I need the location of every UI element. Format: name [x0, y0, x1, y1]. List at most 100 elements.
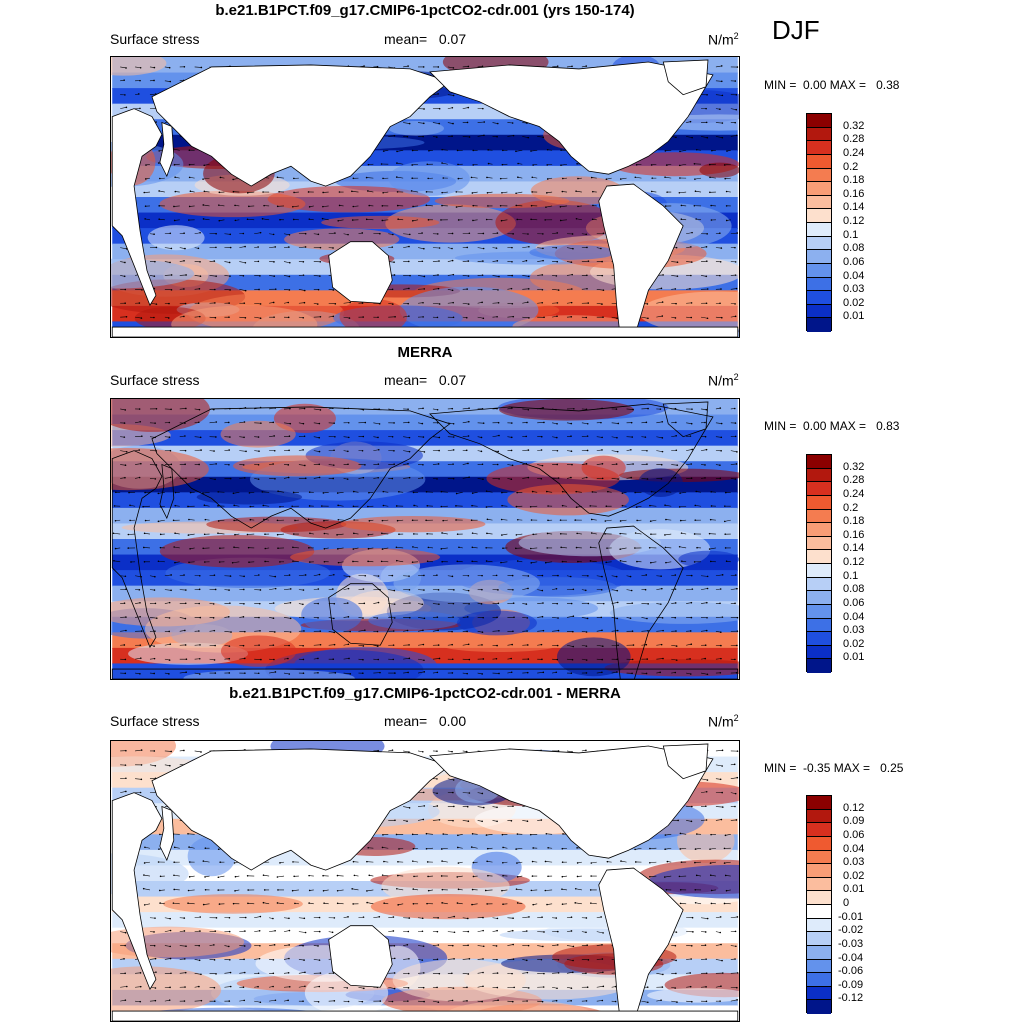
- colorbar-swatch: [807, 659, 831, 673]
- colorbar-swatch: [807, 550, 831, 564]
- colorbar-tick-label: -0.04: [838, 951, 864, 964]
- colorbar-swatch: [807, 618, 831, 633]
- colorbar-tick-label: 0.06: [843, 828, 865, 841]
- colorbar-swatch: [807, 263, 831, 278]
- season-label: DJF: [772, 15, 820, 45]
- max-label: MAX =: [833, 761, 871, 775]
- panel-1-minmax: MIN = 0.00 MAX = 0.38: [764, 78, 899, 92]
- panel-2-left-label: Surface stress: [110, 372, 200, 388]
- colorbar-swatch: [807, 986, 831, 1001]
- min-value: -0.35: [803, 761, 831, 775]
- panel-2-title: MERRA: [397, 344, 453, 361]
- colorbar-swatch: [807, 277, 831, 292]
- colorbar-swatch: [807, 973, 831, 987]
- panel-1-colorbar-ticks: 0.32 0.28 0.24 0.2 0.18 0.16 0.14 0.12 0.1 0.08 0.…: [838, 113, 898, 331]
- colorbar-swatch: [807, 823, 831, 837]
- colorbar-tick-label: 0.14: [843, 201, 865, 214]
- units-exponent: 2: [733, 713, 739, 723]
- colorbar-swatch: [807, 796, 831, 810]
- colorbar-swatch: [807, 291, 831, 305]
- colorbar-swatch: [807, 223, 831, 237]
- map-canvas: [111, 399, 739, 679]
- mean-label: mean=: [384, 713, 428, 729]
- colorbar-tick-label: 0.28: [843, 133, 865, 146]
- colorbar-swatch: [807, 918, 831, 933]
- colorbar-tick-label: 0.04: [843, 269, 865, 282]
- colorbar-swatch: [807, 1000, 831, 1014]
- colorbar-tick-label: 0.12: [843, 215, 865, 227]
- panel-2-colorbar-ticks: 0.32 0.28 0.24 0.2 0.18 0.16 0.14 0.12 0.1 0.08 0.…: [838, 454, 898, 672]
- colorbar-tick-label: 0.12: [843, 801, 865, 814]
- colorbar-swatch: [807, 536, 831, 551]
- panel-2-mean: mean= 0.07: [384, 372, 466, 388]
- units-exponent: 2: [733, 31, 739, 41]
- colorbar-swatch: [807, 591, 831, 605]
- colorbar-swatch: [807, 523, 831, 537]
- colorbar-tick-label: -0.06: [838, 965, 864, 978]
- colorbar-tick-label: 0.1: [843, 228, 859, 241]
- colorbar-swatch: [807, 905, 831, 919]
- max-label: MAX =: [829, 419, 867, 433]
- colorbar-swatch: [807, 850, 831, 865]
- panel-3-colorbar: [806, 795, 832, 1014]
- max-value: 0.38: [876, 78, 900, 92]
- panel-3-mean: mean= 0.00: [384, 713, 466, 729]
- colorbar-tick-label: 0.32: [843, 119, 865, 132]
- panel-3-units: N/m2: [708, 713, 739, 730]
- colorbar-tick-label: 0.06: [843, 255, 865, 268]
- colorbar-tick-label: 0.16: [843, 528, 865, 541]
- panel-1-mean: mean= 0.07: [384, 31, 466, 47]
- colorbar-tick-label: 0.03: [843, 856, 865, 869]
- colorbar-tick-label: 0.14: [843, 542, 865, 555]
- colorbar-tick-label: -0.03: [838, 937, 864, 950]
- colorbar-tick-label: 0.08: [843, 242, 865, 255]
- colorbar-swatch: [807, 891, 831, 905]
- panel-3-title: b.e21.B1PCT.f09_g17.CMIP6-1pctCO2-cdr.00…: [229, 685, 621, 702]
- colorbar-tick-label: -0.09: [838, 978, 864, 991]
- colorbar-tick-label: 0.02: [843, 296, 865, 309]
- colorbar-swatch: [807, 127, 831, 142]
- colorbar-tick-label: 0.24: [843, 146, 865, 159]
- mean-value: 0.00: [438, 713, 467, 729]
- min-label: MIN =: [764, 419, 797, 433]
- units-text: N/m: [708, 713, 734, 730]
- colorbar-tick-label: -0.12: [838, 992, 864, 1005]
- colorbar-swatch: [807, 877, 831, 892]
- map-canvas: [111, 741, 739, 1021]
- colorbar-swatch: [807, 114, 831, 128]
- colorbar-swatch: [807, 809, 831, 824]
- colorbar-swatch: [807, 182, 831, 196]
- max-value: 0.83: [876, 419, 900, 433]
- colorbar-tick-label: 0.32: [843, 460, 865, 473]
- colorbar-tick-label: 0.28: [843, 474, 865, 487]
- panel-2-minmax: MIN = 0.00 MAX = 0.83: [764, 419, 899, 433]
- min-value: 0.00: [803, 419, 827, 433]
- colorbar-swatch: [807, 250, 831, 264]
- colorbar-tick-label: 0.09: [843, 815, 865, 828]
- colorbar-swatch: [807, 836, 831, 851]
- colorbar-swatch: [807, 959, 831, 974]
- mean-label: mean=: [384, 31, 428, 47]
- colorbar-tick-label: 0.18: [843, 515, 865, 528]
- panel-1-title: b.e21.B1PCT.f09_g17.CMIP6-1pctCO2-cdr.00…: [215, 2, 635, 19]
- min-value: 0.00: [803, 78, 827, 92]
- colorbar-swatch: [807, 455, 831, 469]
- colorbar-tick-label: 0.01: [843, 310, 865, 323]
- colorbar-tick-label: 0.2: [843, 160, 859, 173]
- colorbar-swatch: [807, 864, 831, 878]
- colorbar-swatch: [807, 945, 831, 960]
- colorbar-tick-label: 0.12: [843, 556, 865, 568]
- colorbar-swatch: [807, 564, 831, 578]
- panel-1-units: N/m2: [708, 31, 739, 48]
- colorbar-tick-label: 0.24: [843, 487, 865, 500]
- colorbar-swatch: [807, 304, 831, 319]
- colorbar-tick-label: 0.02: [843, 869, 865, 882]
- units-exponent: 2: [733, 372, 739, 382]
- mean-label: mean=: [384, 372, 428, 388]
- colorbar-tick-label: -0.01: [838, 910, 864, 923]
- colorbar-swatch: [807, 141, 831, 155]
- units-text: N/m: [708, 372, 734, 389]
- colorbar-swatch: [807, 577, 831, 592]
- colorbar-swatch: [807, 318, 831, 332]
- colorbar-swatch: [807, 495, 831, 510]
